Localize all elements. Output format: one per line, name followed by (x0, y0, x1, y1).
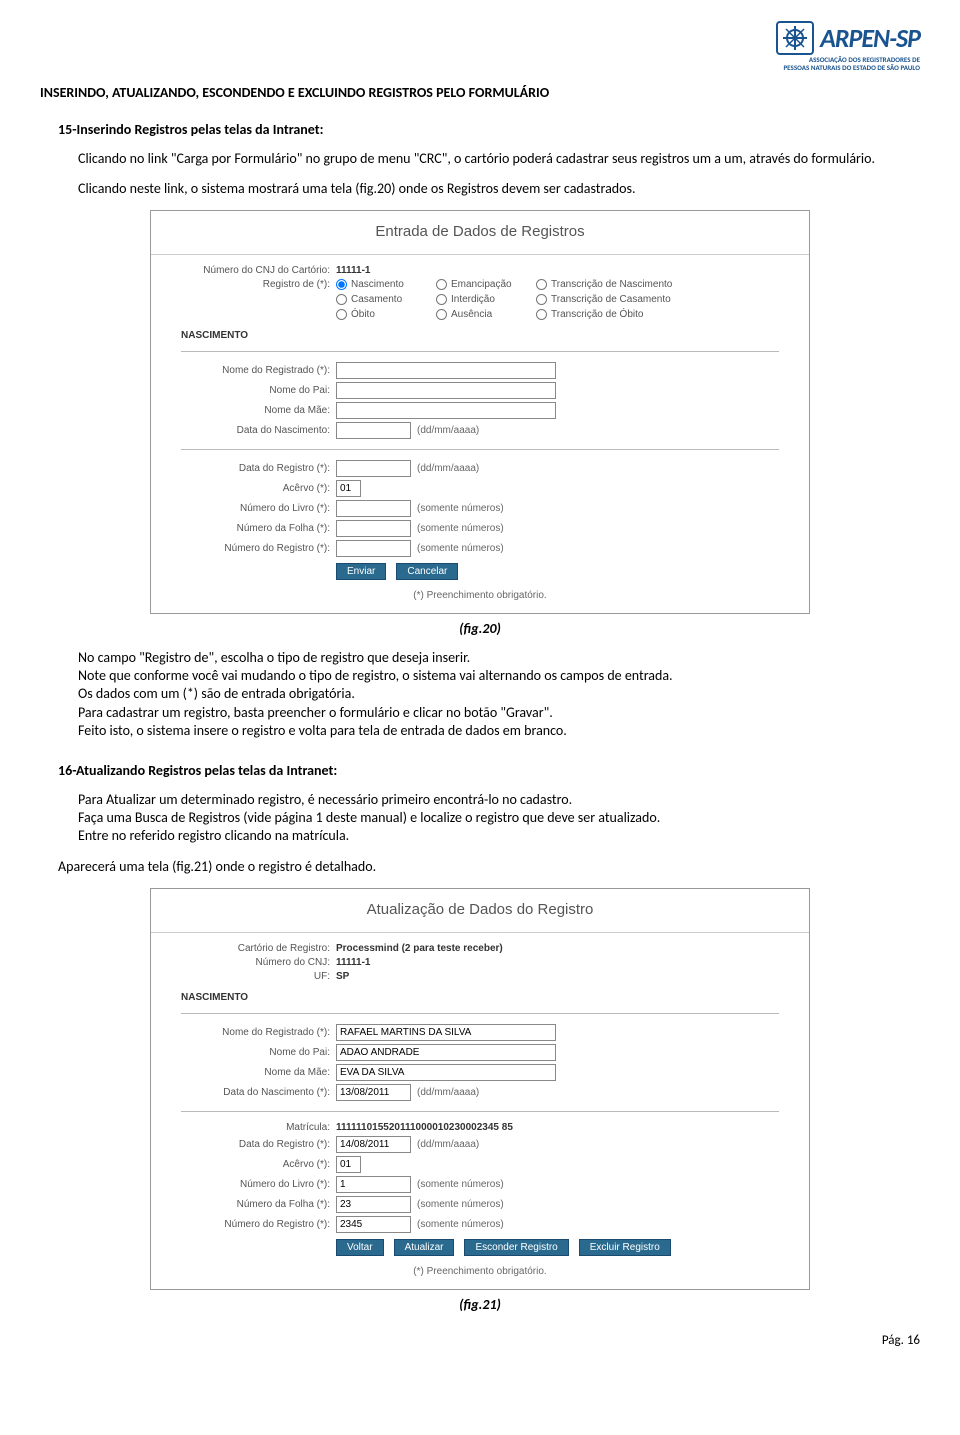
num-livro-input-21[interactable] (336, 1176, 411, 1193)
num-livro-label: Número do Livro (*): (181, 503, 336, 514)
cartorio-label: Cartório de Registro: (181, 943, 336, 954)
atualizar-button[interactable]: Atualizar (394, 1239, 455, 1256)
fig21-caption: (fig.21) (40, 1296, 920, 1313)
nome-pai-input-21[interactable] (336, 1044, 556, 1061)
cnj-label: Número do CNJ do Cartório: (181, 265, 336, 276)
voltar-button[interactable]: Voltar (336, 1239, 384, 1256)
data-reg-input[interactable] (336, 460, 411, 477)
num-hint-21c: (somente números) (417, 1219, 504, 1230)
num-livro-label-21: Número do Livro (*): (181, 1179, 336, 1190)
date-hint-21a: (dd/mm/aaaa) (417, 1087, 479, 1098)
num-reg-label-21: Número do Registro (*): (181, 1219, 336, 1230)
radio-transc-nascimento[interactable]: Transcrição de Nascimento (536, 279, 716, 290)
nome-reg-input-21[interactable] (336, 1024, 556, 1041)
data-nasc-input[interactable] (336, 422, 411, 439)
radio-emancipacao[interactable]: Emancipação (436, 279, 536, 290)
radio-interdicao[interactable]: Interdição (436, 294, 536, 305)
heading-16: 16-Atualizando Registros pelas telas da … (58, 762, 920, 779)
cnj-value-21: 11111-1 (336, 957, 371, 968)
uf-value: SP (336, 971, 349, 982)
fig21-screenshot: Atualização de Dados do Registro Cartóri… (150, 888, 810, 1290)
registro-de-label: Registro de (*): (181, 279, 336, 290)
esconder-button[interactable]: Esconder Registro (464, 1239, 568, 1256)
num-hint-21b: (somente números) (417, 1199, 504, 1210)
num-reg-input[interactable] (336, 540, 411, 557)
num-livro-input[interactable] (336, 500, 411, 517)
num-reg-input-21[interactable] (336, 1216, 411, 1233)
date-hint-1: (dd/mm/aaaa) (417, 425, 479, 436)
num-hint-1: (somente números) (417, 503, 504, 514)
fig20-caption: (fig.20) (40, 620, 920, 637)
fig20-section-nascimento: NASCIMENTO (181, 330, 779, 341)
matricula-value: 111111015520111000010230002345 85 (336, 1122, 513, 1133)
nome-mae-input-21[interactable] (336, 1064, 556, 1081)
radio-transc-obito[interactable]: Transcrição de Óbito (536, 309, 716, 320)
paragraph-15c: No campo "Registro de", escolha o tipo d… (78, 649, 920, 740)
nome-pai-label: Nome do Pai: (181, 385, 336, 396)
paragraph-16abc: Para Atualizar um determinado registro, … (78, 791, 920, 846)
radio-casamento[interactable]: Casamento (336, 294, 436, 305)
nome-registrado-label: Nome do Registrado (*): (181, 365, 336, 376)
num-folha-input[interactable] (336, 520, 411, 537)
data-nasc-input-21[interactable] (336, 1084, 411, 1101)
fig20-screenshot: Entrada de Dados de Registros Número do … (150, 210, 810, 614)
radio-ausencia[interactable]: Ausência (436, 309, 536, 320)
nome-mae-label-21: Nome da Mãe: (181, 1067, 336, 1078)
paragraph-15a: Clicando no link "Carga por Formulário" … (78, 150, 920, 168)
heading-15: 15-Inserindo Registros pelas telas da In… (58, 121, 920, 138)
date-hint-2: (dd/mm/aaaa) (417, 463, 479, 474)
excluir-button[interactable]: Excluir Registro (579, 1239, 671, 1256)
fig20-required-note: (*) Preenchimento obrigatório. (181, 590, 779, 601)
paragraph-16d: Aparecerá uma tela (fig.21) onde o regis… (58, 858, 920, 876)
nome-pai-input[interactable] (336, 382, 556, 399)
acervo-input-21[interactable] (336, 1156, 361, 1173)
radio-nascimento[interactable]: Nascimento (336, 279, 436, 290)
uf-label: UF: (181, 971, 336, 982)
acervo-label: Acêrvo (*): (181, 483, 336, 494)
acervo-input[interactable] (336, 480, 361, 497)
paragraph-15b: Clicando neste link, o sistema mostrará … (78, 180, 920, 198)
logo-brand-text: ARPEN-SP (820, 22, 920, 54)
nome-pai-label-21: Nome do Pai: (181, 1047, 336, 1058)
num-hint-2: (somente números) (417, 523, 504, 534)
data-reg-label: Data do Registro (*): (181, 463, 336, 474)
enviar-button[interactable]: Enviar (336, 563, 386, 580)
matricula-label: Matrícula: (181, 1122, 336, 1133)
num-folha-input-21[interactable] (336, 1196, 411, 1213)
nome-mae-input[interactable] (336, 402, 556, 419)
num-folha-label: Número da Folha (*): (181, 523, 336, 534)
cartorio-value: Processmind (2 para teste receber) (336, 943, 503, 954)
date-hint-21b: (dd/mm/aaaa) (417, 1139, 479, 1150)
data-reg-label-21: Data do Registro (*): (181, 1139, 336, 1150)
num-reg-label: Número do Registro (*): (181, 543, 336, 554)
num-hint-3: (somente números) (417, 543, 504, 554)
data-reg-input-21[interactable] (336, 1136, 411, 1153)
cancelar-button[interactable]: Cancelar (396, 563, 458, 580)
nome-mae-label: Nome da Mãe: (181, 405, 336, 416)
logo-subtitle-2: PESSOAS NATURAIS DO ESTADO DE SÃO PAULO (775, 64, 920, 72)
arpen-logo-icon (775, 20, 815, 56)
page-number: Pág. 16 (40, 1333, 920, 1348)
header-logo: ARPEN-SP ASSOCIAÇÃO DOS REGISTRADORES DE… (40, 20, 920, 74)
radio-obito[interactable]: Óbito (336, 309, 436, 320)
cnj-label-21: Número do CNJ: (181, 957, 336, 968)
num-hint-21a: (somente números) (417, 1179, 504, 1190)
fig20-title: Entrada de Dados de Registros (151, 211, 809, 255)
nome-registrado-input[interactable] (336, 362, 556, 379)
radio-transc-casamento[interactable]: Transcrição de Casamento (536, 294, 716, 305)
cnj-value: 11111-1 (336, 265, 371, 276)
data-nasc-label: Data do Nascimento: (181, 425, 336, 436)
fig21-title: Atualização de Dados do Registro (151, 889, 809, 933)
fig21-required-note: (*) Preenchimento obrigatório. (181, 1266, 779, 1277)
num-folha-label-21: Número da Folha (*): (181, 1199, 336, 1210)
nome-reg-label-21: Nome do Registrado (*): (181, 1027, 336, 1038)
acervo-label-21: Acêrvo (*): (181, 1159, 336, 1170)
registro-de-radios: Nascimento Emancipação Transcrição de Na… (336, 279, 716, 320)
data-nasc-label-21: Data do Nascimento (*): (181, 1087, 336, 1098)
fig21-section-nascimento: NASCIMENTO (181, 992, 779, 1003)
section-title: INSERINDO, ATUALIZANDO, ESCONDENDO E EXC… (40, 84, 920, 101)
